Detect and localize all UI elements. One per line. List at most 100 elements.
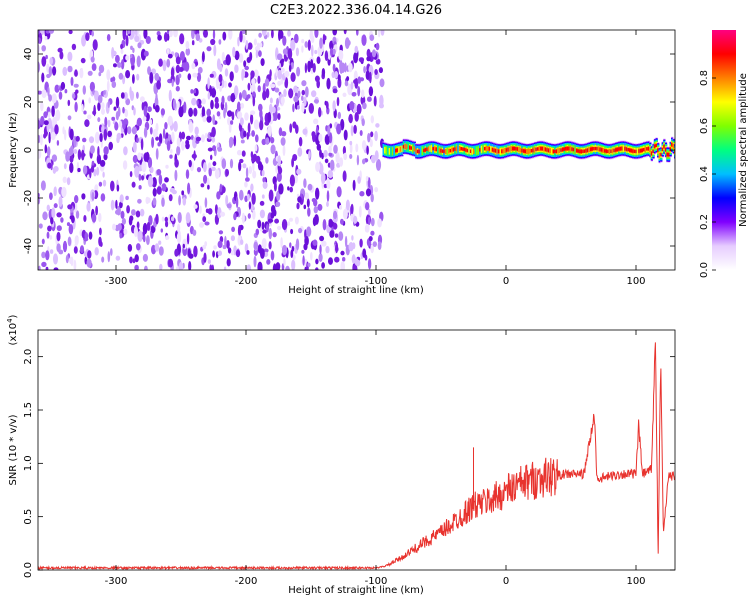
signal-cell xyxy=(474,146,477,157)
noise-cell xyxy=(99,239,102,247)
noise-cell xyxy=(268,189,274,202)
noise-cell xyxy=(231,111,235,121)
noise-cell xyxy=(38,61,41,73)
noise-cell xyxy=(125,34,129,47)
noise-cell xyxy=(56,231,61,242)
signal-cell xyxy=(449,148,452,153)
noise-cell xyxy=(168,30,173,38)
noise-cell xyxy=(251,91,256,99)
noise-cell xyxy=(185,212,191,224)
signal-cell xyxy=(497,149,501,154)
x-tick-label: -200 xyxy=(235,276,258,287)
noise-cell xyxy=(177,212,182,224)
noise-cell xyxy=(311,35,315,43)
noise-cell xyxy=(268,241,272,250)
noise-cell xyxy=(115,255,121,261)
y-tick-label: 1.0 xyxy=(23,455,34,471)
noise-cell xyxy=(110,180,115,192)
noise-cell xyxy=(136,55,141,68)
noise-cell xyxy=(46,146,51,157)
noise-cell xyxy=(167,53,173,59)
noise-cell xyxy=(329,40,334,51)
signal-cell xyxy=(641,148,644,152)
x-tick-label: 100 xyxy=(626,576,645,587)
noise-cell xyxy=(210,166,216,172)
noise-cell xyxy=(70,256,74,267)
noise-cell xyxy=(116,62,122,68)
noise-cell xyxy=(49,235,53,240)
noise-cell xyxy=(273,181,277,192)
noise-cell xyxy=(241,89,247,99)
noise-cell xyxy=(254,144,258,152)
noise-cell xyxy=(340,250,345,256)
noise-cell xyxy=(328,145,332,153)
signal-cell xyxy=(430,145,434,152)
noise-cell xyxy=(67,51,73,62)
noise-cell xyxy=(172,98,177,110)
noise-cell xyxy=(155,213,159,225)
noise-cell xyxy=(140,208,145,217)
noise-cell xyxy=(60,81,66,90)
noise-cell xyxy=(164,122,168,130)
noise-cell xyxy=(294,174,298,184)
noise-cell xyxy=(318,107,322,118)
noise-cell xyxy=(370,243,375,254)
noise-cell xyxy=(151,136,155,148)
noise-cell xyxy=(336,96,340,107)
signal-cell xyxy=(488,147,491,151)
noise-cell xyxy=(324,35,327,41)
noise-cell xyxy=(67,115,72,121)
noise-cell xyxy=(136,117,142,127)
noise-cell xyxy=(209,264,213,270)
signal-cell xyxy=(546,148,549,152)
noise-cell xyxy=(45,250,50,261)
noise-cell xyxy=(91,30,94,37)
noise-cell xyxy=(323,183,328,189)
signal-cell xyxy=(446,147,449,156)
noise-cell xyxy=(304,229,307,240)
noise-cell xyxy=(255,49,259,59)
noise-cell xyxy=(46,204,50,212)
noise-cell xyxy=(366,48,371,58)
noise-cell xyxy=(311,44,314,57)
noise-cell xyxy=(258,32,262,38)
signal-cell xyxy=(532,148,535,153)
noise-cell xyxy=(326,201,329,207)
noise-cell xyxy=(294,216,299,225)
noise-cell xyxy=(38,90,43,95)
noise-cell xyxy=(244,112,249,121)
noise-cell xyxy=(351,92,357,97)
noise-cell xyxy=(246,57,251,63)
noise-cell xyxy=(199,222,205,228)
noise-cell xyxy=(370,193,374,203)
signal-cell xyxy=(499,148,502,155)
noise-cell xyxy=(297,90,301,98)
noise-cell xyxy=(266,223,269,233)
noise-cell xyxy=(216,191,221,200)
noise-cell xyxy=(342,145,346,155)
noise-cell xyxy=(267,218,274,223)
noise-cell xyxy=(164,177,169,183)
noise-cell xyxy=(207,184,210,190)
noise-cell xyxy=(72,93,76,99)
noise-cell xyxy=(212,30,216,40)
noise-cell xyxy=(277,113,281,120)
noise-cell xyxy=(51,93,57,104)
x-tick-label: -300 xyxy=(105,276,128,287)
noise-cell xyxy=(176,137,181,147)
signal-cell xyxy=(597,146,600,152)
noise-cell xyxy=(336,162,341,168)
signal-cell xyxy=(469,149,473,153)
noise-cell xyxy=(122,120,126,130)
signal-cell xyxy=(627,147,630,152)
noise-cell xyxy=(185,142,190,150)
signal-cell xyxy=(624,147,627,151)
noise-cell xyxy=(101,102,105,110)
noise-cell xyxy=(319,244,322,255)
noise-cell xyxy=(278,30,281,41)
noise-cell xyxy=(154,243,160,252)
noise-cell xyxy=(152,128,158,138)
noise-cell xyxy=(377,30,381,38)
signal-cell xyxy=(388,148,391,155)
noise-cell xyxy=(117,223,122,231)
